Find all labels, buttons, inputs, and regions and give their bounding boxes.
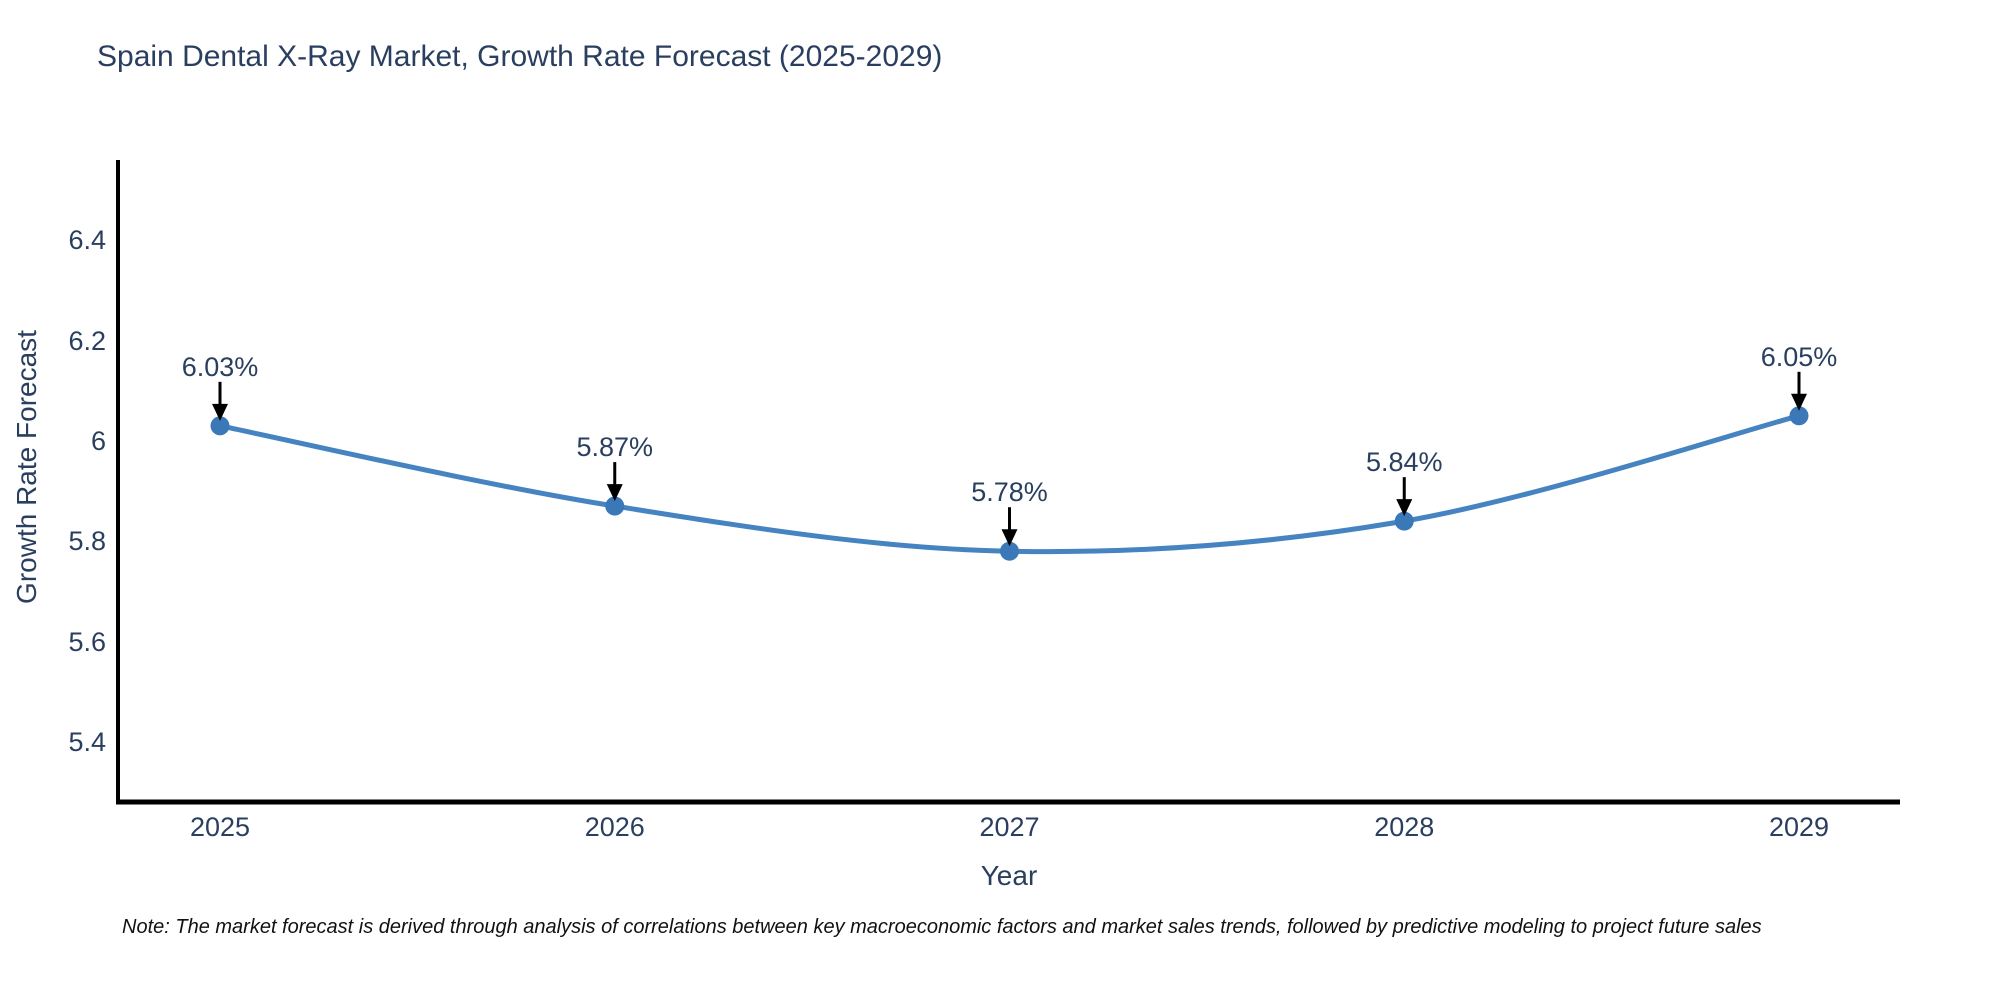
x-tick-label: 2028	[1374, 812, 1435, 842]
annotation-arrowhead	[606, 484, 623, 502]
point-value-label: 5.78%	[971, 477, 1048, 508]
point-value-label: 5.84%	[1365, 447, 1443, 478]
point-value-label: 6.03%	[181, 351, 259, 382]
footnote: Note: The market forecast is derived thr…	[122, 916, 1762, 938]
annotation-arrowhead	[1396, 499, 1413, 517]
point-value-label: 5.87%	[576, 432, 654, 463]
annotation-arrowhead	[1791, 393, 1807, 411]
y-tick-label: 6	[90, 425, 106, 456]
annotation-arrows	[212, 371, 1807, 547]
annotation-arrowhead	[212, 403, 228, 421]
y-tick-label: 5.6	[68, 626, 106, 657]
data-point-marker	[605, 496, 625, 516]
y-tick-label: 6.4	[68, 225, 106, 256]
data-point-marker	[210, 416, 230, 436]
x-tick-label: 2027	[979, 812, 1040, 842]
annotation-arrowhead	[1001, 529, 1018, 547]
x-tick-label: 2026	[584, 812, 645, 842]
x-tick-label: 2025	[189, 812, 251, 842]
series-markers	[210, 406, 1809, 561]
data-point-marker	[1000, 541, 1019, 561]
y-tick-label: 5.4	[68, 726, 106, 757]
point-value-label: 6.05%	[1760, 341, 1838, 372]
x-tick-label: 2029	[1768, 812, 1830, 842]
data-point-marker	[1789, 406, 1809, 426]
data-point-marker	[1394, 511, 1414, 531]
chart-title: Spain Dental X-Ray Market, Growth Rate F…	[97, 40, 943, 73]
axis-spines	[116, 160, 1900, 805]
y-tick-label: 6.2	[68, 325, 106, 356]
x-axis-title: Year	[980, 860, 1038, 891]
y-tick-label: 5.8	[68, 526, 106, 557]
